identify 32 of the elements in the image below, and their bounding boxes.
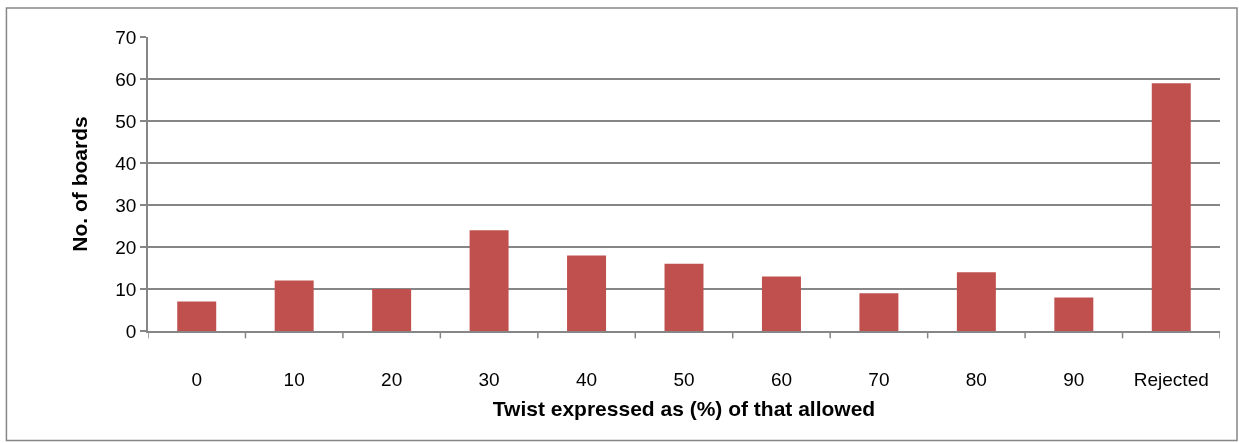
x-tick-label: 20 — [381, 368, 403, 390]
bar — [956, 272, 996, 331]
bar — [761, 276, 801, 331]
x-tick-label: 90 — [1063, 368, 1085, 390]
x-tick-label: 80 — [965, 368, 987, 390]
y-tick-label: 60 — [115, 68, 137, 90]
x-axis-title: Twist expressed as (%) of that allowed — [492, 397, 876, 421]
y-tick-label: 70 — [115, 26, 137, 48]
bar — [859, 293, 899, 331]
bar — [274, 280, 314, 331]
x-tick-label: 60 — [770, 368, 793, 390]
x-tick-label: 40 — [575, 368, 598, 390]
x-tick-label: 50 — [673, 368, 695, 390]
y-tick-label: 20 — [115, 236, 137, 258]
x-tick-label: 10 — [283, 368, 305, 390]
bar — [177, 301, 217, 331]
x-tick-label: 30 — [478, 368, 500, 390]
y-tick-label: 50 — [115, 110, 137, 132]
bar — [664, 263, 704, 331]
bar — [1054, 297, 1094, 331]
x-tick-label: 0 — [191, 368, 203, 390]
bar — [469, 230, 509, 331]
bar — [1151, 83, 1191, 331]
y-tick-label: 40 — [115, 152, 137, 174]
y-tick-label: 0 — [125, 320, 137, 342]
x-tick-label: 70 — [868, 368, 890, 390]
bar — [372, 289, 412, 331]
x-tick-label: Rejected — [1133, 368, 1209, 390]
y-tick-label: 10 — [115, 278, 137, 300]
y-axis-title: No. of boards — [67, 116, 91, 252]
bar — [567, 255, 607, 331]
y-tick-label: 30 — [115, 194, 137, 216]
